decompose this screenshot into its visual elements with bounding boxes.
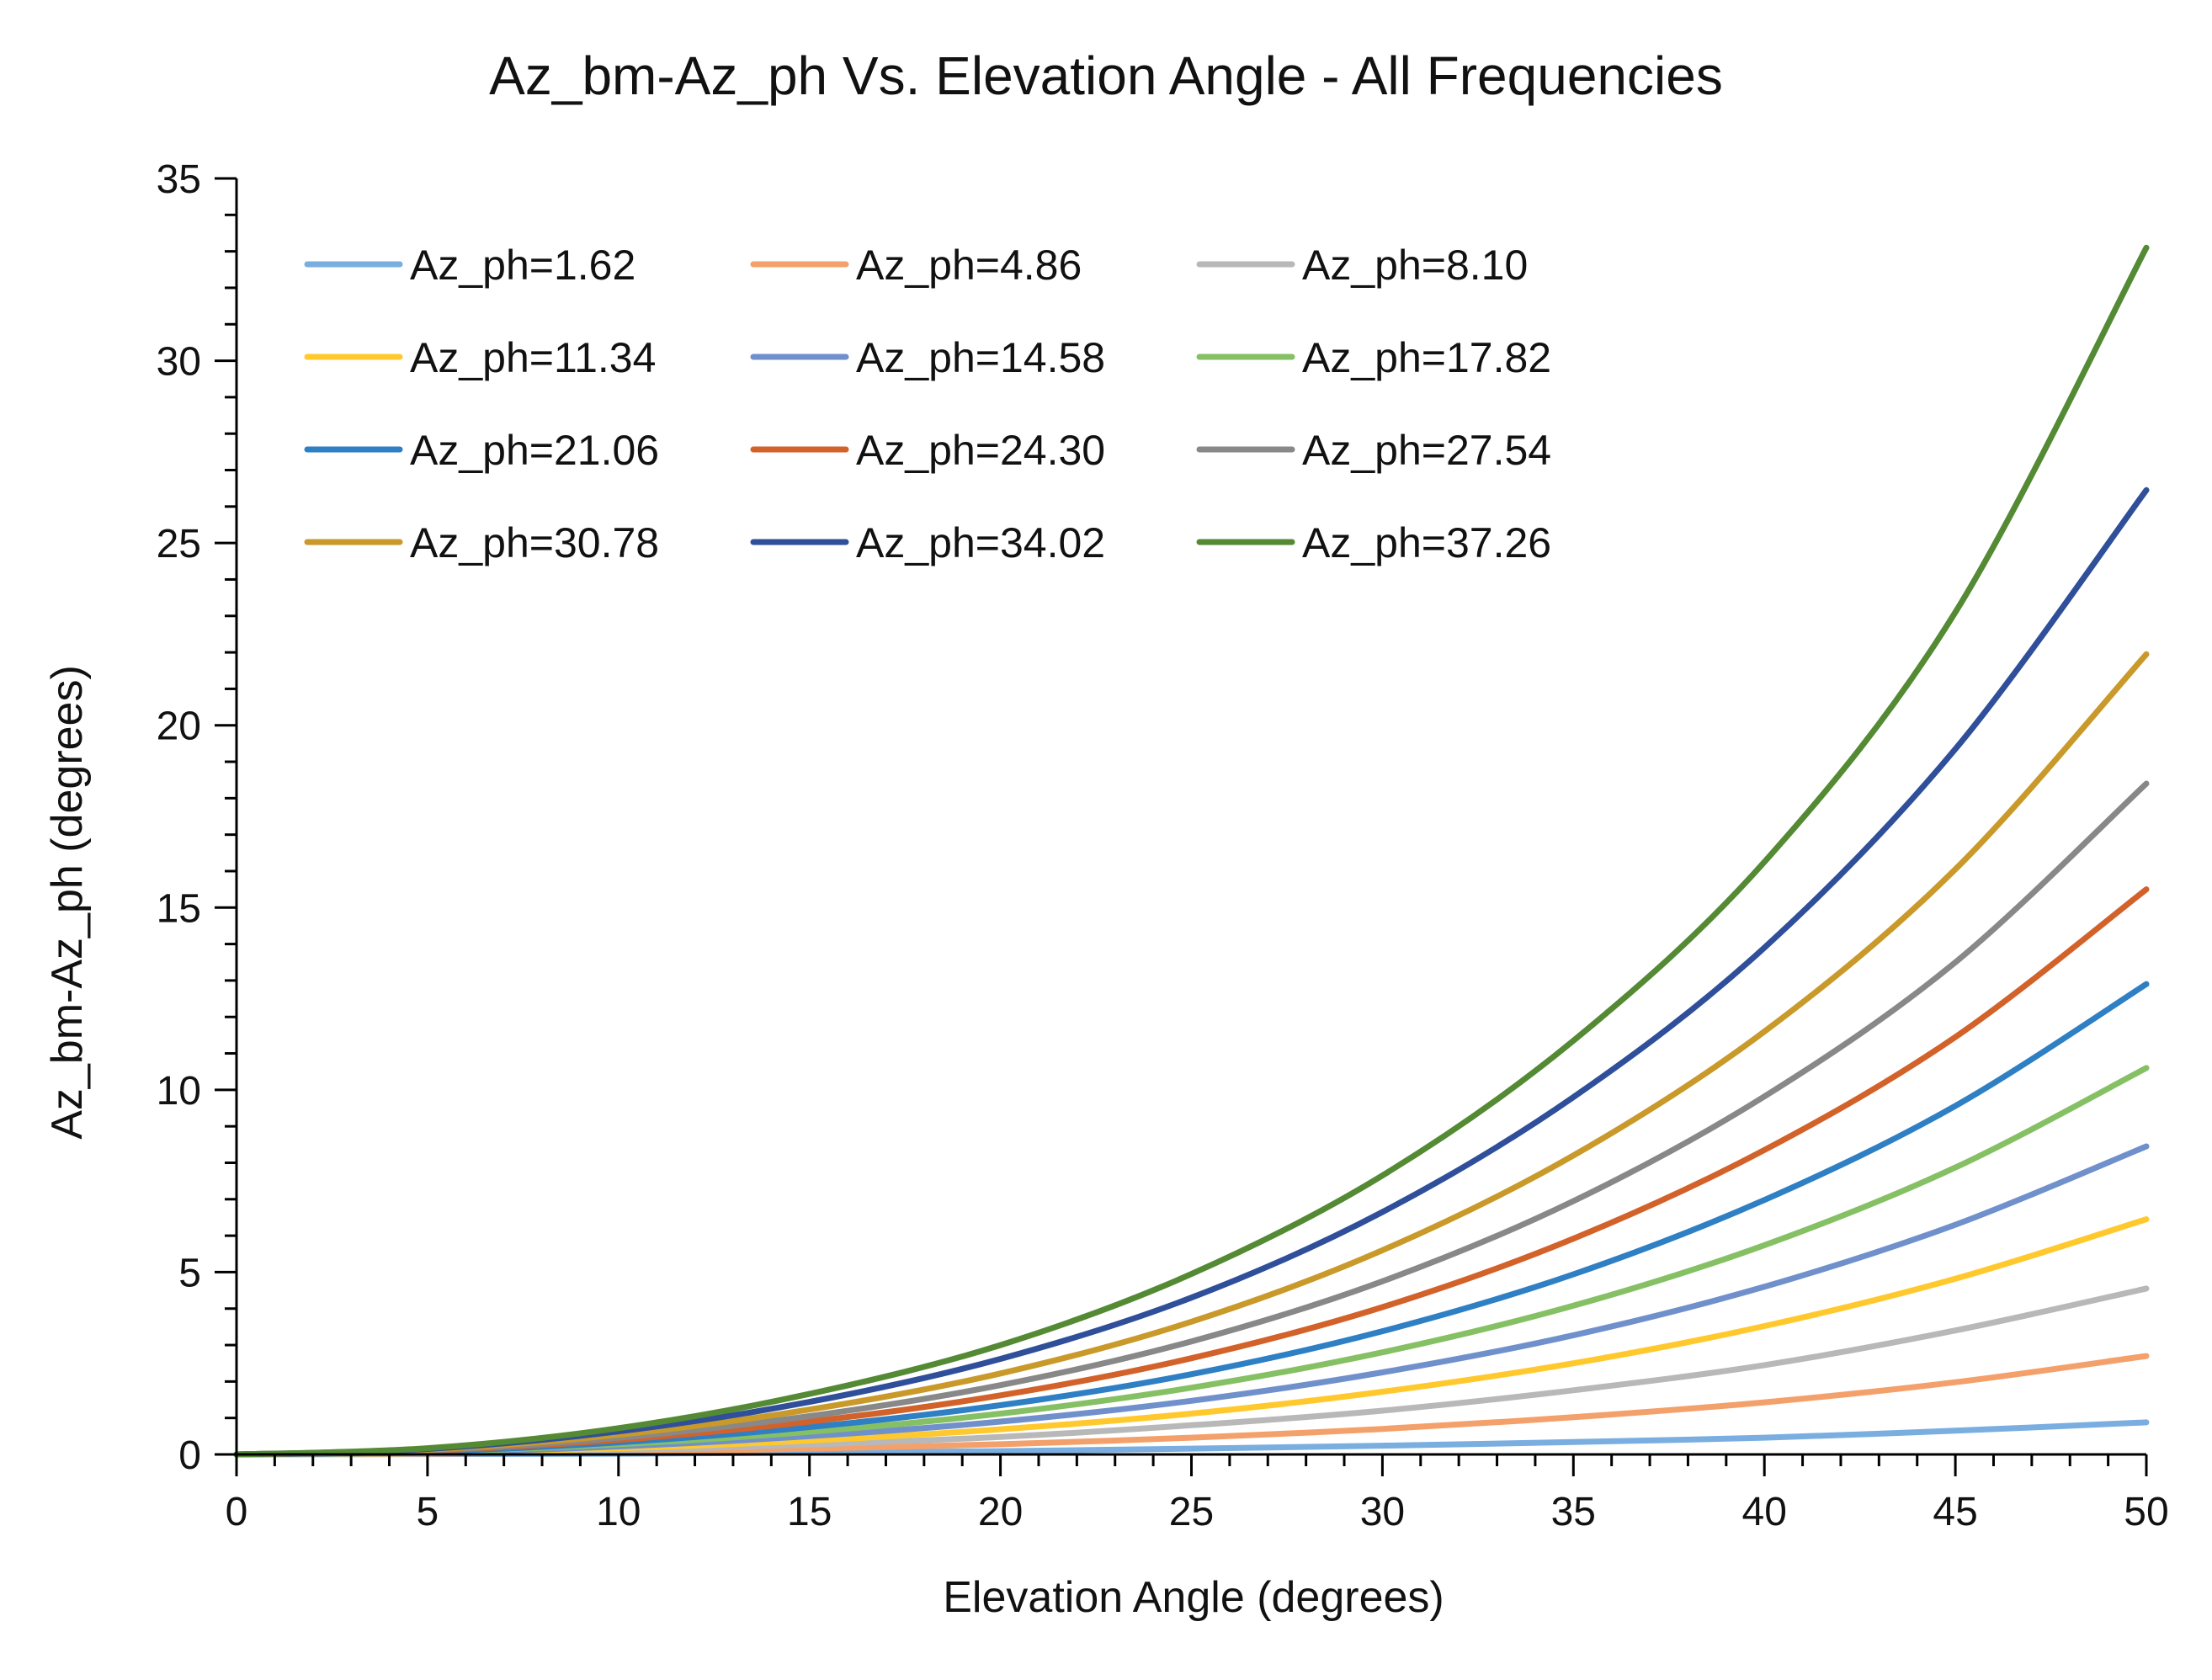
x-tick-label: 10 (596, 1490, 641, 1534)
legend-label: Az_ph=27.54 (1302, 427, 1551, 474)
legend-item-9: Az_ph=27.54 (1196, 427, 1551, 474)
legend-label: Az_ph=24.30 (856, 427, 1105, 474)
y-axis-title: Az_bm-Az_ph (degrees) (43, 665, 92, 1140)
legend-item-10: Az_ph=30.78 (304, 519, 659, 566)
y-tick-label: 30 (157, 340, 201, 385)
y-tick-label: 10 (157, 1069, 201, 1114)
x-tick-label: 0 (226, 1490, 248, 1534)
x-tick-label: 15 (787, 1490, 832, 1534)
series-line-12 (233, 244, 2150, 1458)
x-tick-label: 30 (1360, 1490, 1405, 1534)
axes: 0 5 10 15 20 25 30 35 0 5 10 15 20 25 30 35 40 45 50 (157, 157, 2169, 1534)
legend-label: Az_ph=37.26 (1302, 519, 1551, 566)
y-tick-label: 5 (178, 1251, 201, 1295)
legend-item-3: Az_ph=8.10 (1196, 242, 1528, 289)
legend-item-6: Az_ph=17.82 (1196, 334, 1551, 381)
legend-item-7: Az_ph=21.06 (304, 427, 659, 474)
y-tick-label: 25 (157, 522, 201, 566)
x-tick-label: 25 (1169, 1490, 1214, 1534)
x-tick-label: 50 (2124, 1490, 2168, 1534)
y-tick-label: 20 (157, 704, 201, 749)
legend-label: Az_ph=17.82 (1302, 334, 1551, 381)
legend-item-2: Az_ph=4.86 (750, 242, 1082, 289)
legend-item-8: Az_ph=24.30 (750, 427, 1105, 474)
x-tick-label: 40 (1742, 1490, 1787, 1534)
legend-label: Az_ph=21.06 (410, 427, 659, 474)
legend-label: Az_ph=1.62 (410, 242, 635, 289)
x-tick-label: 35 (1551, 1490, 1596, 1534)
x-tick-label: 45 (1933, 1490, 1977, 1534)
legend-label: Az_ph=34.02 (856, 519, 1105, 566)
x-tick-label: 20 (978, 1490, 1023, 1534)
legend-label: Az_ph=4.86 (856, 242, 1082, 289)
x-axis-title: Elevation Angle (degrees) (943, 1573, 1444, 1622)
y-tick-label: 35 (157, 157, 201, 202)
y-tick-label: 15 (157, 886, 201, 931)
legend-item-1: Az_ph=1.62 (304, 242, 635, 289)
legend-label: Az_ph=14.58 (856, 334, 1105, 381)
y-tick-label: 0 (178, 1433, 201, 1478)
chart-title: Az_bm-Az_ph Vs. Elevation Angle - All Fr… (489, 45, 1723, 106)
legend-label: Az_ph=11.34 (410, 334, 656, 381)
x-tick-label: 5 (417, 1490, 439, 1534)
legend-item-11: Az_ph=34.02 (750, 519, 1105, 566)
legend-label: Az_ph=8.10 (1302, 242, 1528, 289)
legend-item-4: Az_ph=11.34 (304, 334, 656, 381)
legend-label: Az_ph=30.78 (410, 519, 659, 566)
legend: Az_ph=1.62 Az_ph=4.86 Az_ph=8.10 Az_ph=11.3… (304, 242, 1551, 566)
legend-item-12: Az_ph=37.26 (1196, 519, 1551, 566)
plot-lines (233, 244, 2150, 1458)
legend-item-5: Az_ph=14.58 (750, 334, 1105, 381)
